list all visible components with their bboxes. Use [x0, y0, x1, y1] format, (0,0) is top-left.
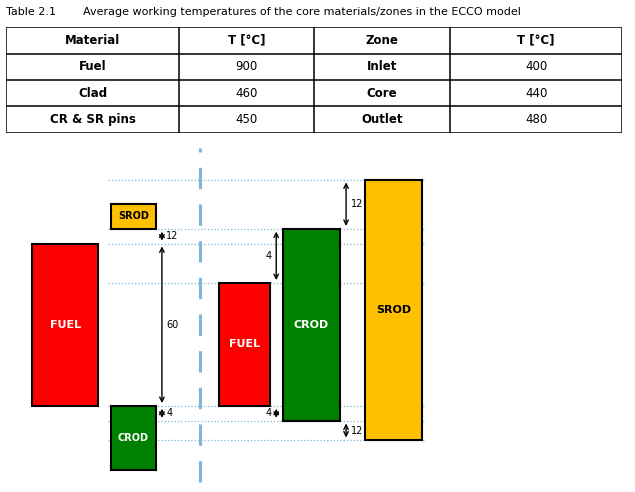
- Bar: [111, 204, 156, 229]
- Bar: [365, 180, 422, 440]
- Text: SROD: SROD: [376, 305, 411, 315]
- Text: Fuel: Fuel: [79, 60, 107, 73]
- Text: 12: 12: [351, 426, 363, 435]
- Text: CROD: CROD: [118, 433, 149, 443]
- Text: 450: 450: [236, 113, 258, 126]
- Text: CROD: CROD: [293, 320, 329, 330]
- Text: FUEL: FUEL: [50, 320, 81, 330]
- Text: Core: Core: [367, 87, 398, 100]
- Text: Zone: Zone: [366, 34, 399, 47]
- Bar: [219, 283, 270, 406]
- Text: T [°C]: T [°C]: [228, 34, 265, 47]
- Text: 440: 440: [525, 87, 547, 100]
- Text: Clad: Clad: [78, 87, 107, 100]
- Text: 4: 4: [166, 408, 173, 418]
- Text: SROD: SROD: [118, 212, 149, 221]
- Text: Material: Material: [65, 34, 120, 47]
- Text: 460: 460: [236, 87, 258, 100]
- Bar: [111, 406, 156, 470]
- Text: FUEL: FUEL: [229, 339, 260, 349]
- Text: 900: 900: [236, 60, 258, 73]
- Text: 12: 12: [351, 199, 363, 209]
- Text: Average working temperatures of the core materials/zones in the ECCO model: Average working temperatures of the core…: [83, 7, 521, 17]
- Text: 60: 60: [166, 320, 178, 330]
- Text: CR & SR pins: CR & SR pins: [50, 113, 135, 126]
- Text: 480: 480: [525, 113, 547, 126]
- Bar: [32, 244, 98, 406]
- Bar: [283, 229, 340, 421]
- Text: 4: 4: [265, 251, 272, 261]
- Text: 400: 400: [525, 60, 547, 73]
- Text: Outlet: Outlet: [361, 113, 403, 126]
- Text: T [°C]: T [°C]: [518, 34, 555, 47]
- Text: Inlet: Inlet: [367, 60, 398, 73]
- Text: 4: 4: [265, 408, 272, 418]
- Text: Table 2.1: Table 2.1: [6, 7, 57, 17]
- Text: 12: 12: [166, 231, 178, 241]
